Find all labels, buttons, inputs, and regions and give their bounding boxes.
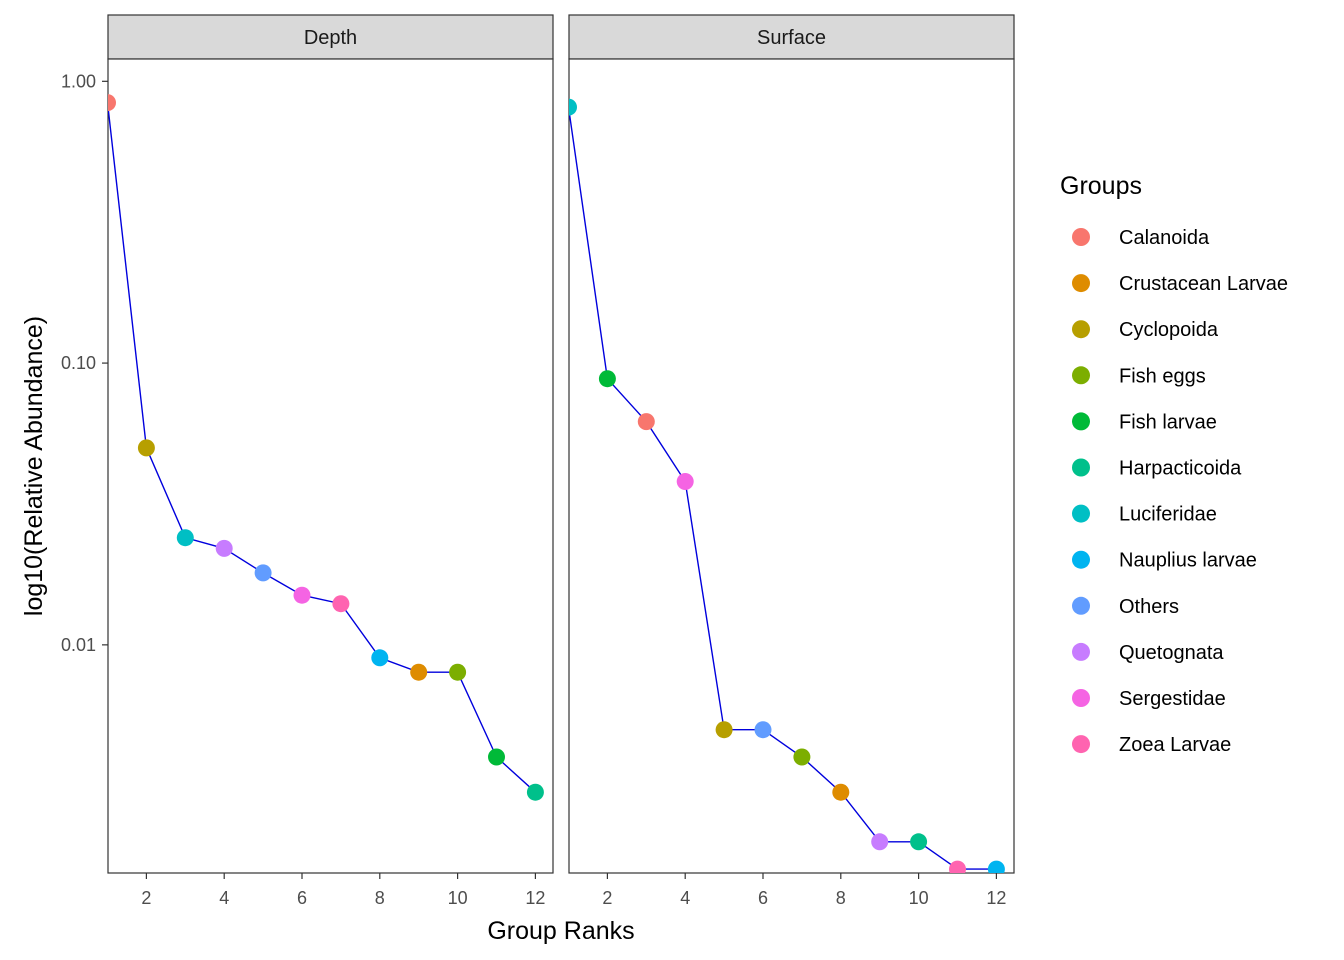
point-depth-rank-5: [254, 564, 272, 582]
x-tick-label: 8: [375, 888, 385, 908]
y-axis-title: log10(Relative Abundance): [20, 316, 48, 616]
x-tick-label: 8: [836, 888, 846, 908]
point-depth-rank-9: [410, 663, 428, 681]
point-surface-rank-5: [715, 721, 733, 739]
x-axis-title: Group Ranks: [487, 917, 634, 945]
point-depth-rank-2: [137, 439, 155, 457]
x-tick-label: 4: [680, 888, 690, 908]
legend-key-others: [1072, 596, 1090, 615]
legend-key-quetognata: [1072, 642, 1090, 661]
strip-surface: [568, 14, 1015, 60]
marks-surface: [569, 98, 1005, 873]
strip-depth: [107, 14, 554, 60]
legend-key-sergestidae: [1072, 689, 1090, 707]
legend-title: Groups: [1060, 172, 1142, 200]
point-surface-rank-9: [871, 833, 889, 851]
point-depth-rank-10: [449, 663, 467, 681]
legend-key-harpacticoida: [1072, 458, 1090, 477]
strip-label-depth: Depth: [304, 27, 357, 49]
legend-label-nauplius-larvae: Nauplius larvae: [1119, 550, 1257, 572]
point-surface-rank-2: [598, 370, 616, 388]
legend-key-calanoida: [1072, 228, 1090, 246]
x-tick-label: 2: [602, 888, 612, 908]
point-surface-rank-11: [949, 860, 966, 873]
point-depth-rank-6: [293, 586, 311, 604]
point-depth-rank-7: [332, 595, 350, 613]
point-depth-rank-8: [371, 649, 389, 667]
legend-key-nauplius-larvae: [1072, 550, 1090, 569]
legend-items: Calanoida Crustacean Larvae Cyclopoida Fish…: [1072, 227, 1288, 756]
x-tick-label: 12: [525, 888, 545, 908]
legend-key-crustacean-larvae: [1072, 274, 1090, 293]
point-surface-rank-1: [569, 98, 577, 116]
panel-depth: Depth 2 4 6 8 10 12: [107, 14, 554, 908]
y-tick-label: 0.10: [61, 353, 96, 373]
legend-label-crustacean-larvae: Crustacean Larvae: [1119, 273, 1288, 295]
legend-label-zoea-larvae: Zoea Larvae: [1119, 734, 1231, 756]
point-depth-rank-4: [215, 539, 233, 557]
legend-label-cyclopoida: Cyclopoida: [1119, 319, 1219, 341]
strip-label-surface: Surface: [757, 27, 826, 49]
point-surface-rank-8: [832, 783, 850, 801]
legend-label-fish-larvae: Fish larvae: [1119, 411, 1217, 433]
point-surface-rank-10: [910, 833, 928, 851]
legend-key-fish-eggs: [1072, 366, 1090, 385]
legend-label-luciferidae: Luciferidae: [1119, 504, 1217, 526]
x-tick-label: 12: [986, 888, 1006, 908]
plot-area-depth: [107, 58, 554, 874]
y-tick-label: 0.01: [61, 635, 96, 655]
legend-label-harpacticoida: Harpacticoida: [1119, 458, 1242, 480]
marks-depth: [108, 94, 544, 801]
legend-label-quetognata: Quetognata: [1119, 642, 1224, 664]
legend-key-fish-larvae: [1072, 412, 1090, 431]
point-depth-rank-1: [108, 94, 116, 112]
legend-key-luciferidae: [1072, 504, 1090, 523]
point-depth-rank-3: [176, 529, 194, 547]
y-axis: 1.00 0.10 0.01: [61, 71, 108, 655]
point-depth-rank-11: [488, 748, 505, 766]
x-tick-label: 10: [909, 888, 929, 908]
point-surface-rank-7: [793, 748, 811, 766]
legend-label-sergestidae: Sergestidae: [1119, 688, 1226, 710]
legend-label-calanoida: Calanoida: [1119, 227, 1210, 249]
point-surface-rank-6: [754, 721, 772, 739]
x-tick-label: 6: [297, 888, 307, 908]
x-tick-label: 4: [219, 888, 229, 908]
x-ticks-surface: 2 4 6 8 10 12: [602, 873, 1006, 908]
x-tick-label: 6: [758, 888, 768, 908]
point-surface-rank-12: [987, 860, 1005, 873]
series-line-depth: [108, 102, 536, 793]
panel-surface: Surface 2 4 6 8 10 12: [568, 14, 1015, 908]
point-depth-rank-12: [526, 783, 544, 801]
x-ticks-depth: 2 4 6 8 10 12: [141, 873, 545, 908]
y-tick-label: 1.00: [61, 71, 96, 91]
point-surface-rank-3: [637, 413, 655, 431]
legend-key-zoea-larvae: [1072, 735, 1090, 754]
legend-label-fish-eggs: Fish eggs: [1119, 365, 1206, 387]
legend-label-others: Others: [1119, 596, 1179, 618]
legend-key-cyclopoida: [1072, 320, 1090, 339]
x-tick-label: 10: [448, 888, 468, 908]
point-surface-rank-4: [676, 473, 694, 490]
legend: Groups Calanoida Crustacean Larvae Cyclopo…: [1060, 172, 1288, 756]
plot-area-surface: [568, 58, 1015, 874]
x-tick-label: 2: [141, 888, 151, 908]
